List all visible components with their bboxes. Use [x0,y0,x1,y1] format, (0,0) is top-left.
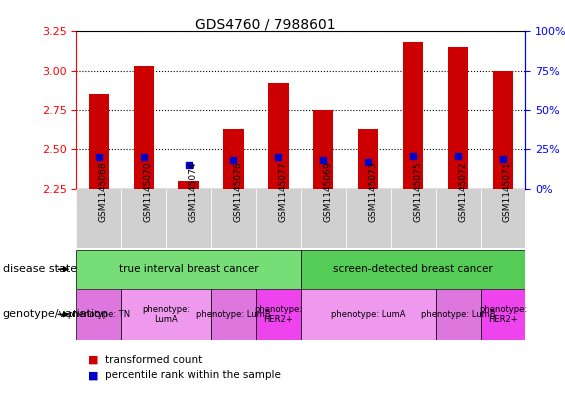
Text: phenotype: LumA: phenotype: LumA [331,310,406,319]
Bar [256,189,301,248]
Text: phenotype:
HER2+: phenotype: HER2+ [254,305,302,324]
Bar [223,129,244,189]
Bar [436,289,481,340]
Bar [493,71,513,189]
Text: GSM1145069: GSM1145069 [323,161,332,222]
Text: ■: ■ [88,354,98,365]
Bar [391,189,436,248]
Bar [301,250,525,289]
Bar [121,289,211,340]
Text: GSM1145071: GSM1145071 [503,161,512,222]
Text: transformed count: transformed count [105,354,202,365]
Text: GSM1145068: GSM1145068 [99,161,108,222]
Bar [133,66,154,189]
Bar [301,189,346,248]
Bar [268,83,289,189]
Bar [448,47,468,189]
Bar [89,94,109,189]
Bar [301,289,436,340]
Bar [256,289,301,340]
Text: GSM1145077: GSM1145077 [279,161,288,222]
Bar [76,189,121,248]
Bar [358,129,379,189]
Bar [166,189,211,248]
Text: phenotype:
LumA: phenotype: LumA [142,305,190,324]
Text: GSM1145076: GSM1145076 [233,161,242,222]
Bar [76,289,121,340]
Bar [403,42,423,189]
Text: genotype/variation: genotype/variation [3,309,109,320]
Text: disease state: disease state [3,264,77,274]
Text: GSM1145074: GSM1145074 [189,162,198,222]
Text: phenotype: LumB: phenotype: LumB [196,310,271,319]
Bar [436,189,481,248]
Bar [313,110,333,189]
Text: percentile rank within the sample: percentile rank within the sample [105,370,280,380]
Bar [211,189,256,248]
Bar [481,189,525,248]
Bar [121,189,166,248]
Text: phenotype: TN: phenotype: TN [68,310,130,319]
Bar [346,189,391,248]
Bar [211,289,256,340]
Bar [481,289,525,340]
Text: GSM1145075: GSM1145075 [413,161,422,222]
Text: GSM1145070: GSM1145070 [144,161,153,222]
Text: ■: ■ [88,370,98,380]
Text: true interval breast cancer: true interval breast cancer [119,264,258,274]
Text: screen-detected breast cancer: screen-detected breast cancer [333,264,493,274]
Text: phenotype:
HER2+: phenotype: HER2+ [479,305,527,324]
Text: GSM1145072: GSM1145072 [458,162,467,222]
Text: phenotype: LumB: phenotype: LumB [421,310,496,319]
Text: GDS4760 / 7988601: GDS4760 / 7988601 [195,18,336,32]
Text: GSM1145073: GSM1145073 [368,161,377,222]
Bar [76,250,301,289]
Bar [179,181,199,189]
